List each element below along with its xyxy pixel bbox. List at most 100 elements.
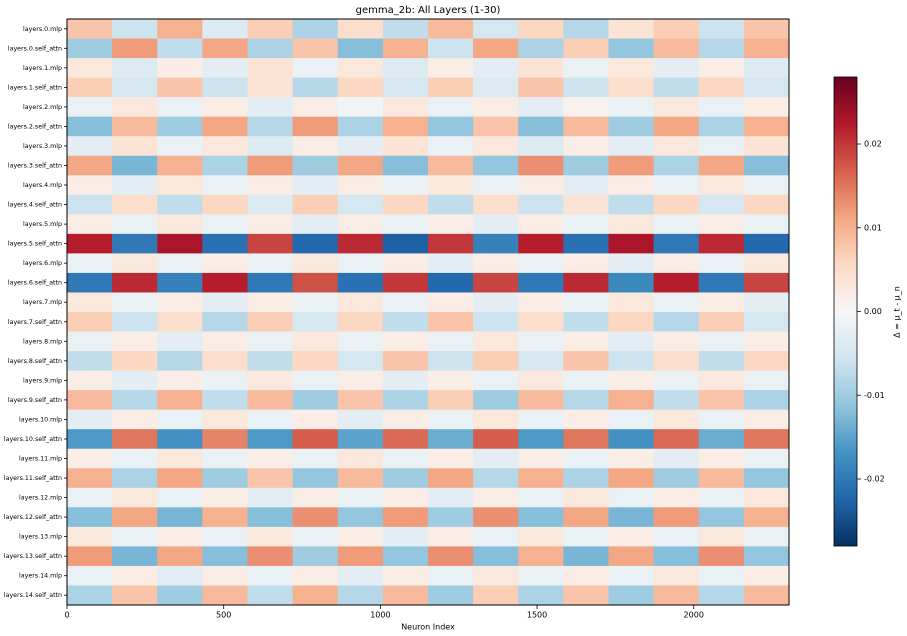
heatmap-cell — [518, 97, 564, 118]
heatmap-cell — [563, 585, 609, 606]
heatmap-cell — [608, 507, 655, 528]
heatmap-cell — [428, 19, 474, 39]
heatmap-cell — [518, 585, 564, 606]
colorbar-tick-label: 0.01 — [864, 223, 882, 232]
heatmap-cell — [698, 312, 745, 332]
heatmap-cell — [202, 585, 248, 606]
heatmap-cell — [157, 77, 203, 98]
y-tick-label: layers.14.mlp — [19, 573, 62, 580]
heatmap-cell — [247, 312, 294, 332]
heatmap-cell — [292, 487, 339, 508]
heatmap-cell — [428, 136, 474, 157]
heatmap-cell — [67, 507, 113, 528]
heatmap-cell — [563, 155, 609, 176]
heatmap-cell — [157, 370, 203, 391]
heatmap-cell — [202, 272, 248, 293]
heatmap-cell — [518, 194, 564, 215]
heatmap-cell — [157, 507, 203, 528]
heatmap-cell — [292, 19, 339, 39]
heatmap-cell — [292, 468, 339, 489]
heatmap-cell — [247, 507, 294, 528]
heatmap-cell — [653, 585, 700, 606]
heatmap-cell — [382, 351, 429, 371]
heatmap-cell — [653, 546, 700, 567]
heatmap-cell — [67, 175, 113, 196]
heatmap-cell — [428, 194, 474, 215]
heatmap-cell — [112, 175, 158, 196]
y-tick-label: layers.0.self_attn — [8, 45, 62, 52]
heatmap-cell — [292, 526, 339, 547]
heatmap-cell — [247, 194, 294, 215]
heatmap-cell — [653, 448, 700, 469]
heatmap-cell — [608, 214, 655, 235]
heatmap-cell — [337, 272, 384, 293]
heatmap-cell — [743, 487, 790, 508]
x-tick-label: 0 — [64, 611, 69, 620]
heatmap-cell — [202, 409, 248, 430]
heatmap-cell — [247, 546, 294, 567]
y-tick-label: layers.11.self_attn — [4, 475, 62, 482]
heatmap-cell — [67, 136, 113, 157]
heatmap-cell — [157, 97, 203, 118]
heatmap-cell — [698, 194, 745, 215]
heatmap-cell — [202, 214, 248, 235]
heatmap-cell — [428, 312, 474, 332]
heatmap-cell — [247, 468, 294, 489]
heatmap-cell — [382, 292, 429, 313]
heatmap-cell — [428, 429, 474, 450]
heatmap-cell — [473, 58, 519, 78]
heatmap-cell — [67, 487, 113, 508]
heatmap-cell — [202, 370, 248, 391]
heatmap-cell — [67, 448, 113, 469]
heatmap-cell — [157, 312, 203, 332]
heatmap-cell — [428, 448, 474, 469]
heatmap-cell — [518, 351, 564, 371]
heatmap-cell — [382, 448, 429, 469]
heatmap-cell — [247, 214, 294, 235]
heatmap-cell — [698, 546, 745, 567]
heatmap-cell — [292, 331, 339, 352]
heatmap-cell — [382, 97, 429, 118]
heatmap-cell — [382, 116, 429, 137]
heatmap-cell — [67, 409, 113, 430]
heatmap-cell — [112, 292, 158, 313]
heatmap-cell — [563, 546, 609, 567]
heatmap-cell — [698, 448, 745, 469]
heatmap-cell — [473, 487, 519, 508]
heatmap-cell — [337, 175, 384, 196]
y-tick-label: layers.11.mlp — [19, 456, 62, 463]
heatmap-cell — [743, 370, 790, 391]
heatmap-cell — [247, 526, 294, 547]
heatmap-cell — [112, 312, 158, 332]
heatmap-cell — [292, 175, 339, 196]
heatmap-cell — [202, 565, 248, 586]
heatmap-cell — [202, 38, 248, 59]
heatmap-cell — [382, 136, 429, 157]
heatmap-cell — [67, 546, 113, 567]
heatmap-cell — [428, 38, 474, 59]
heatmap-cell — [157, 429, 203, 450]
heatmap-cell — [698, 155, 745, 176]
heatmap-cell — [247, 585, 294, 606]
y-tick-label: layers.1.self_attn — [8, 84, 62, 91]
heatmap-cell — [698, 585, 745, 606]
heatmap-cell — [698, 136, 745, 157]
heatmap-cell — [382, 194, 429, 215]
heatmap-cell — [608, 116, 655, 137]
heatmap-cell — [743, 194, 790, 215]
heatmap-cell — [292, 155, 339, 176]
heatmap-cell — [563, 97, 609, 118]
heatmap-cell — [743, 116, 790, 137]
heatmap-cell — [653, 487, 700, 508]
heatmap-cell — [518, 468, 564, 489]
heatmap-cell — [653, 116, 700, 137]
heatmap-cell — [653, 136, 700, 157]
y-tick-label: layers.5.mlp — [23, 221, 62, 228]
heatmap-cell — [743, 155, 790, 176]
heatmap-cell — [292, 77, 339, 98]
heatmap-cell — [653, 77, 700, 98]
heatmap-cell — [67, 429, 113, 450]
heatmap-cell — [157, 565, 203, 586]
heatmap-cell — [112, 136, 158, 157]
